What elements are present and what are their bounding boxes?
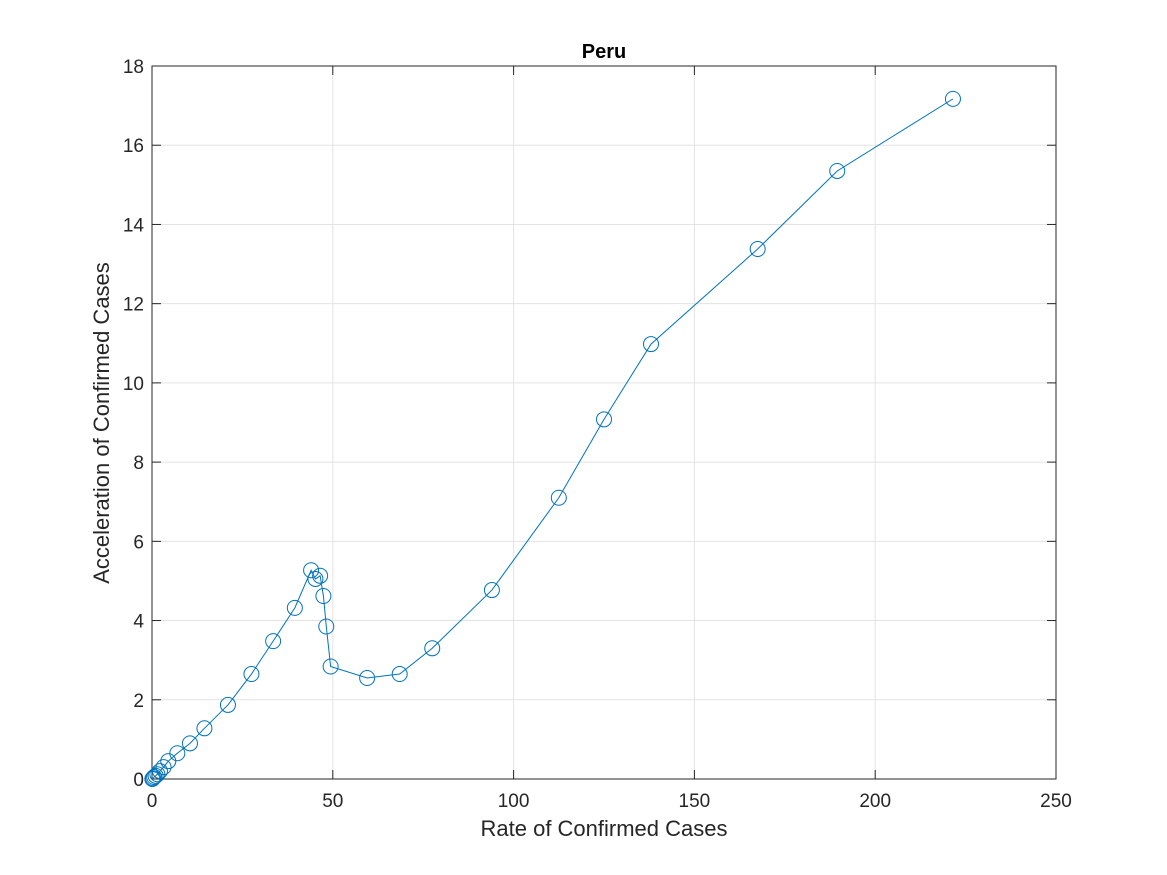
x-tick-label: 0 bbox=[147, 791, 158, 812]
data-point bbox=[151, 763, 168, 780]
data-point bbox=[312, 567, 329, 584]
y-tick-label: 14 bbox=[123, 215, 145, 236]
data-point bbox=[147, 767, 164, 784]
data-point bbox=[643, 336, 660, 353]
data-point bbox=[307, 570, 324, 587]
data-point bbox=[550, 489, 567, 506]
axes-box bbox=[151, 65, 1057, 780]
y-tick-label: 10 bbox=[123, 374, 144, 395]
y-tick-label: 4 bbox=[133, 612, 144, 633]
data-point bbox=[169, 745, 186, 762]
data-point bbox=[160, 753, 177, 770]
series-group bbox=[144, 90, 961, 787]
y-tick-label: 12 bbox=[123, 295, 144, 316]
data-point bbox=[424, 640, 441, 657]
data-point bbox=[391, 666, 408, 683]
y-tick-label: 0 bbox=[133, 770, 144, 791]
data-point bbox=[219, 696, 236, 713]
x-tick-label: 250 bbox=[1040, 791, 1072, 812]
data-point bbox=[483, 582, 500, 599]
data-point bbox=[318, 618, 335, 635]
y-tick-label: 18 bbox=[123, 57, 144, 78]
x-tick-label: 150 bbox=[679, 791, 711, 812]
y-tick-label: 16 bbox=[123, 136, 144, 157]
data-point bbox=[315, 587, 332, 604]
x-axis-label: Rate of Confirmed Cases bbox=[481, 816, 728, 841]
series-line bbox=[151, 98, 954, 780]
x-tick-label: 100 bbox=[498, 791, 530, 812]
data-point bbox=[243, 666, 260, 683]
data-point bbox=[265, 633, 282, 650]
chart-title: Peru bbox=[582, 41, 626, 63]
data-point bbox=[286, 599, 303, 616]
data-point bbox=[596, 411, 612, 428]
data-point bbox=[181, 735, 198, 752]
y-tick-label: 2 bbox=[133, 691, 144, 712]
data-point bbox=[322, 658, 339, 675]
data-point bbox=[155, 759, 172, 776]
data-point bbox=[303, 562, 320, 579]
data-point bbox=[196, 720, 213, 737]
x-tick-label: 200 bbox=[859, 791, 891, 812]
plot-background bbox=[152, 66, 1056, 779]
y-axis-label: Acceleration of Confirmed Cases bbox=[89, 262, 114, 584]
y-tick-label: 8 bbox=[133, 453, 144, 474]
data-point bbox=[359, 669, 376, 686]
data-point bbox=[944, 90, 961, 107]
data-point bbox=[829, 162, 846, 179]
axes: 0 50 100 150 200 250 0 2 4 6 8 10 12 14 16 18 bbox=[123, 57, 1072, 812]
data-point bbox=[749, 241, 766, 258]
x-tick-label: 50 bbox=[322, 791, 343, 812]
data-point bbox=[146, 769, 163, 786]
y-tick-label: 6 bbox=[133, 532, 144, 553]
